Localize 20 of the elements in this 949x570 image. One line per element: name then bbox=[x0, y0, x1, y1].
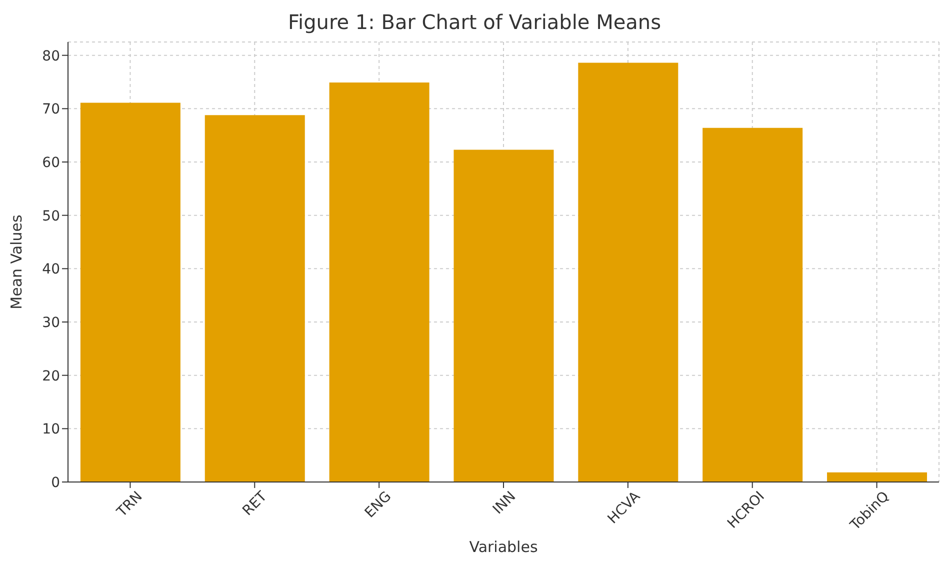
y-tick-label: 40 bbox=[42, 262, 60, 278]
chart-title: Figure 1: Bar Chart of Variable Means bbox=[287, 9, 662, 36]
x-axis-title: Variables bbox=[469, 538, 538, 556]
y-tick-label: 70 bbox=[42, 102, 60, 118]
y-tick-label: 10 bbox=[42, 422, 60, 438]
bar bbox=[702, 128, 803, 482]
x-tick-label: INN bbox=[490, 488, 520, 518]
bar bbox=[827, 472, 928, 482]
y-tick-label: 30 bbox=[42, 314, 60, 331]
y-tick-label: 80 bbox=[42, 48, 60, 64]
bar bbox=[80, 102, 180, 482]
y-tick-label: 60 bbox=[42, 154, 60, 171]
bar bbox=[329, 82, 430, 482]
bar bbox=[204, 115, 305, 482]
bar bbox=[454, 150, 554, 482]
y-tick-label: 0 bbox=[51, 474, 60, 491]
bar bbox=[578, 62, 678, 482]
y-tick-label: 50 bbox=[42, 208, 60, 224]
y-tick-label: 20 bbox=[42, 368, 60, 384]
y-axis-title: Mean Values bbox=[7, 214, 26, 310]
